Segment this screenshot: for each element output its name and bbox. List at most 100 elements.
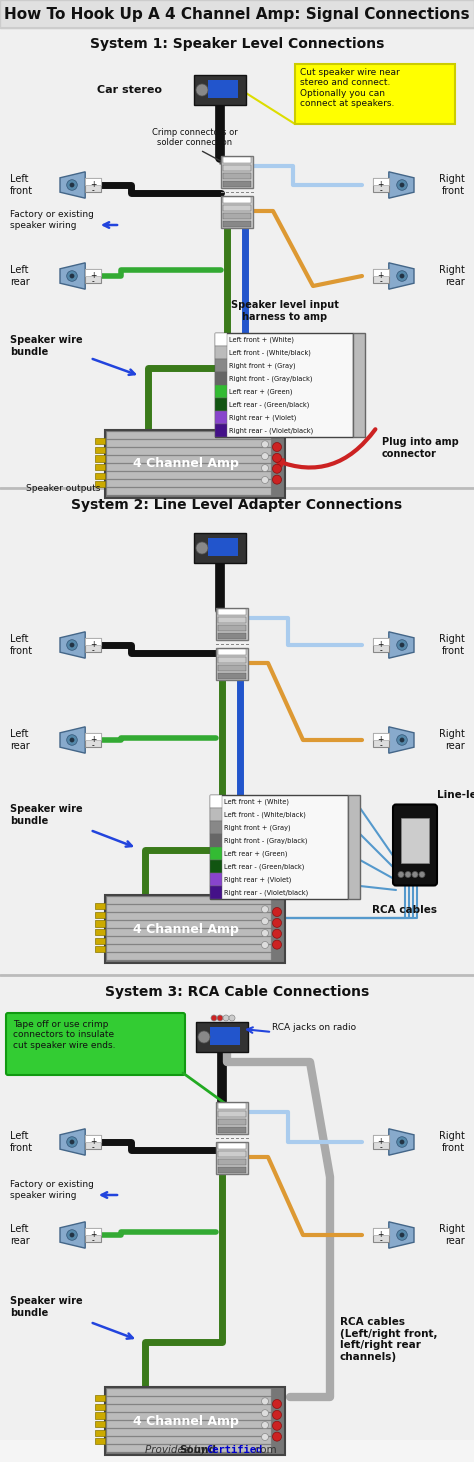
Circle shape <box>262 1398 268 1405</box>
FancyBboxPatch shape <box>107 463 271 471</box>
Circle shape <box>400 1232 404 1237</box>
Circle shape <box>262 906 268 912</box>
Circle shape <box>211 1015 217 1020</box>
Text: -: - <box>379 1143 382 1152</box>
FancyBboxPatch shape <box>215 333 353 437</box>
FancyBboxPatch shape <box>210 873 222 886</box>
Text: Speaker level input
harness to amp: Speaker level input harness to amp <box>231 300 339 322</box>
FancyBboxPatch shape <box>216 608 248 640</box>
FancyBboxPatch shape <box>107 912 271 920</box>
FancyBboxPatch shape <box>0 490 474 975</box>
FancyBboxPatch shape <box>221 196 253 228</box>
FancyBboxPatch shape <box>373 732 389 747</box>
Text: Crimp connectors or
solder connection: Crimp connectors or solder connection <box>152 129 238 148</box>
Circle shape <box>405 871 411 877</box>
FancyBboxPatch shape <box>107 921 271 928</box>
Circle shape <box>262 465 268 472</box>
Text: Speaker wire
bundle: Speaker wire bundle <box>10 1297 82 1317</box>
FancyBboxPatch shape <box>85 178 101 186</box>
FancyBboxPatch shape <box>107 937 271 944</box>
FancyBboxPatch shape <box>215 333 227 346</box>
FancyBboxPatch shape <box>105 895 285 963</box>
FancyBboxPatch shape <box>6 1013 185 1075</box>
FancyBboxPatch shape <box>107 440 271 447</box>
FancyBboxPatch shape <box>215 346 227 360</box>
Text: Plug into amp
connector: Plug into amp connector <box>382 437 459 459</box>
Text: RCA jacks on radio: RCA jacks on radio <box>272 1022 356 1032</box>
FancyBboxPatch shape <box>210 860 222 873</box>
Polygon shape <box>60 263 85 289</box>
FancyBboxPatch shape <box>218 1143 246 1149</box>
Circle shape <box>400 738 404 743</box>
Text: Sound: Sound <box>179 1444 216 1455</box>
FancyBboxPatch shape <box>223 221 251 227</box>
Text: Right front + (Gray): Right front + (Gray) <box>224 825 291 830</box>
Text: RCA cables: RCA cables <box>373 905 438 915</box>
FancyBboxPatch shape <box>215 385 227 398</box>
Text: Factory or existing
speaker wiring: Factory or existing speaker wiring <box>10 1180 94 1200</box>
FancyBboxPatch shape <box>208 80 238 98</box>
Circle shape <box>70 738 74 743</box>
FancyBboxPatch shape <box>210 822 222 833</box>
FancyBboxPatch shape <box>95 937 105 944</box>
FancyBboxPatch shape <box>107 488 271 496</box>
Circle shape <box>67 735 77 746</box>
Circle shape <box>262 477 268 484</box>
FancyBboxPatch shape <box>107 472 271 480</box>
Circle shape <box>400 183 404 187</box>
FancyBboxPatch shape <box>194 534 246 563</box>
Polygon shape <box>389 1129 414 1155</box>
Text: +: + <box>378 735 384 744</box>
FancyBboxPatch shape <box>85 178 101 192</box>
Circle shape <box>273 940 282 949</box>
Text: Right rear + (Violet): Right rear + (Violet) <box>229 414 296 421</box>
FancyBboxPatch shape <box>95 1395 105 1401</box>
FancyBboxPatch shape <box>218 1102 246 1110</box>
FancyBboxPatch shape <box>196 1022 248 1053</box>
Circle shape <box>397 1230 407 1240</box>
Text: -: - <box>92 276 95 287</box>
FancyBboxPatch shape <box>373 1228 389 1243</box>
FancyBboxPatch shape <box>401 817 429 863</box>
Circle shape <box>262 930 268 937</box>
FancyBboxPatch shape <box>215 411 227 424</box>
Text: -: - <box>379 1235 382 1246</box>
FancyBboxPatch shape <box>95 455 105 462</box>
FancyBboxPatch shape <box>95 439 105 444</box>
FancyBboxPatch shape <box>85 637 101 645</box>
Text: +: + <box>90 735 96 744</box>
FancyBboxPatch shape <box>85 732 101 740</box>
Text: System 2: Line Level Adapter Connections: System 2: Line Level Adapter Connections <box>72 499 402 512</box>
Text: Speaker wire
bundle: Speaker wire bundle <box>10 804 82 826</box>
FancyBboxPatch shape <box>105 430 285 499</box>
Text: Right
rear: Right rear <box>439 265 465 287</box>
Text: How To Hook Up A 4 Channel Amp: Signal Connections: How To Hook Up A 4 Channel Amp: Signal C… <box>4 6 470 22</box>
Polygon shape <box>389 263 414 289</box>
FancyBboxPatch shape <box>373 1135 389 1142</box>
FancyBboxPatch shape <box>218 665 246 671</box>
Circle shape <box>273 908 282 917</box>
Circle shape <box>273 453 282 462</box>
Text: System 3: RCA Cable Connections: System 3: RCA Cable Connections <box>105 985 369 999</box>
Text: Left
front: Left front <box>10 1132 33 1154</box>
Circle shape <box>397 640 407 651</box>
FancyBboxPatch shape <box>95 928 105 936</box>
Circle shape <box>397 180 407 190</box>
Text: Right
front: Right front <box>439 174 465 196</box>
Circle shape <box>67 1137 77 1148</box>
Polygon shape <box>389 727 414 753</box>
Circle shape <box>419 871 425 877</box>
Text: Left rear + (Green): Left rear + (Green) <box>229 389 292 395</box>
Text: Left
rear: Left rear <box>10 1224 30 1246</box>
Text: Left front - (White/black): Left front - (White/black) <box>224 811 306 817</box>
Text: Left rear - (Green/black): Left rear - (Green/black) <box>224 863 304 870</box>
Circle shape <box>262 942 268 949</box>
Circle shape <box>70 1232 74 1237</box>
Text: Left front - (White/black): Left front - (White/black) <box>229 349 311 355</box>
FancyBboxPatch shape <box>223 205 251 211</box>
Circle shape <box>262 918 268 924</box>
Text: System 1: Speaker Level Connections: System 1: Speaker Level Connections <box>90 37 384 51</box>
FancyBboxPatch shape <box>348 795 360 899</box>
Text: Left rear - (Green/black): Left rear - (Green/black) <box>229 401 310 408</box>
Text: -: - <box>379 186 382 194</box>
